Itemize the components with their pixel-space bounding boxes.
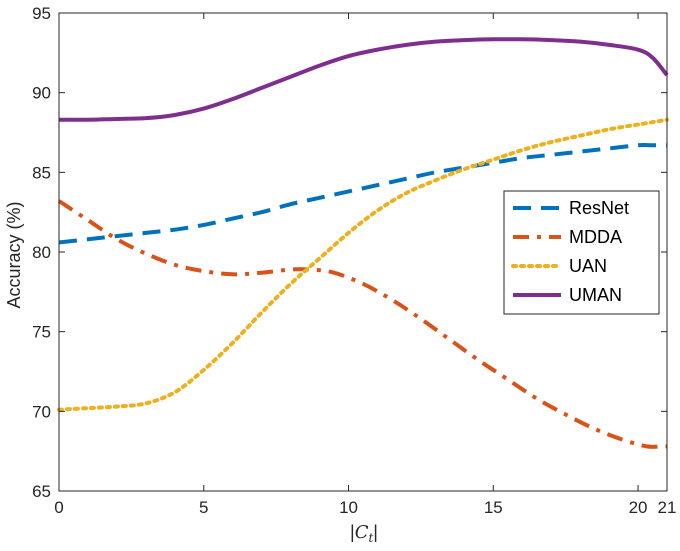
x-tick-label: 10 <box>339 498 358 517</box>
series-line-mdda <box>57 199 667 449</box>
x-tick-label: 20 <box>629 498 648 517</box>
series-line-uan <box>57 117 669 412</box>
x-tick-label: 5 <box>199 498 208 517</box>
y-tick-label: 80 <box>32 243 51 262</box>
x-tick-label: 21 <box>658 498 677 517</box>
x-tick-label: 0 <box>54 498 63 517</box>
legend-label-uman: UMAN <box>569 285 622 305</box>
series-layer <box>57 37 669 449</box>
series-line-uman <box>58 37 669 122</box>
x-tick-label: 15 <box>484 498 503 517</box>
series-line-resnet <box>58 143 667 245</box>
y-tick-label: 65 <box>32 482 51 501</box>
x-axis-label-text: |Ct| <box>350 522 378 545</box>
y-tick-label: 70 <box>32 402 51 421</box>
legend-label-uan: UAN <box>569 256 607 276</box>
x-axis-label: |Ct| <box>350 522 378 545</box>
axes <box>58 12 668 492</box>
tick-labels: 0 5 10 15 20 21 65 70 75 80 85 90 95 <box>32 4 676 517</box>
y-tick-label: 75 <box>32 323 51 342</box>
y-tick-label: 95 <box>32 4 51 23</box>
legend-label-resnet: ResNet <box>569 198 629 218</box>
y-axis-label: Accuracy (%) <box>4 201 24 308</box>
y-tick-label: 90 <box>32 84 51 103</box>
legend-label-mdda: MDDA <box>569 227 622 247</box>
legend: ResNet MDDA UAN UMAN <box>503 190 660 315</box>
y-tick-label: 85 <box>32 163 51 182</box>
